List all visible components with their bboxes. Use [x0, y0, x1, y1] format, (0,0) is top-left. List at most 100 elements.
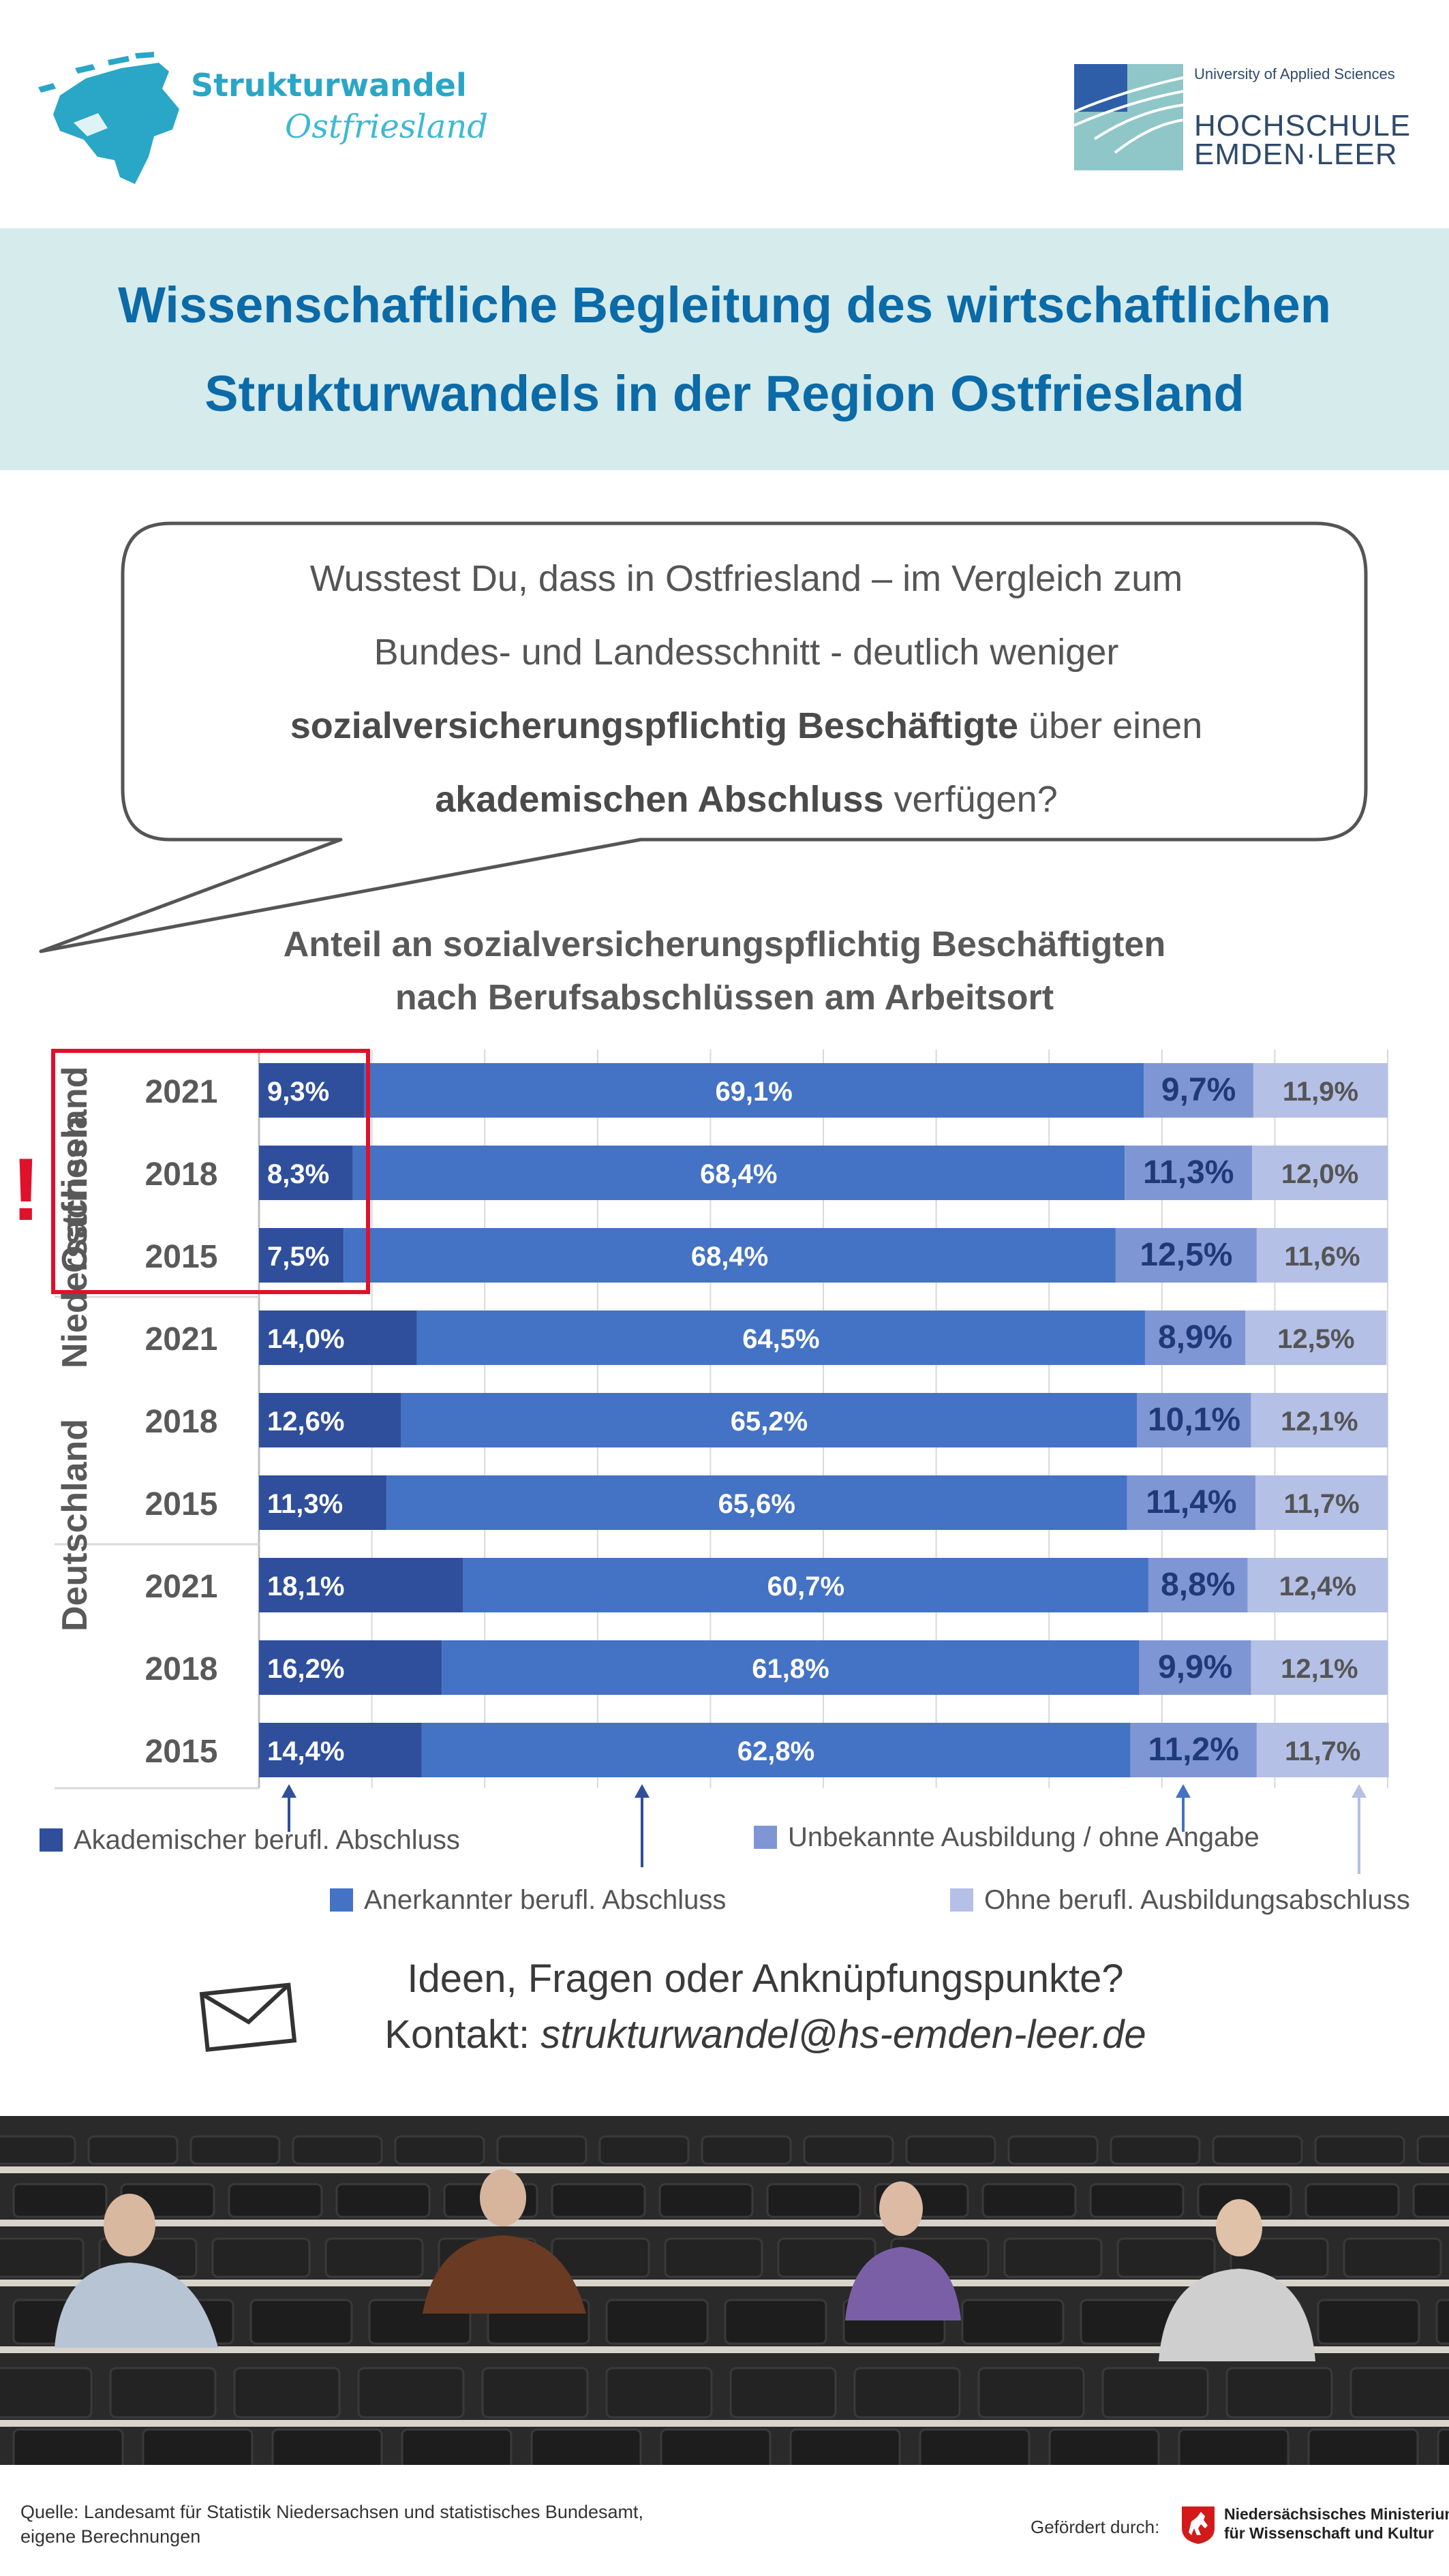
data-label: 12,5%	[1277, 1324, 1354, 1354]
data-label: 62,8%	[737, 1736, 814, 1766]
lecture-hall-illustration	[0, 2116, 1449, 2465]
bubble-line4-bold: akademischen Abschluss	[435, 779, 884, 820]
legend-swatch	[330, 1888, 353, 1912]
bar-segment	[463, 1558, 1148, 1612]
seat-rows	[0, 2135, 1449, 2465]
chart-group-separators	[55, 1295, 259, 1790]
data-label: 12,1%	[1281, 1407, 1358, 1437]
lecture-seat	[530, 2428, 642, 2465]
lecture-seat	[977, 2367, 1085, 2419]
chart-bars: 9,3% 69,1% 9,7% 11,9% 8,3% 68,4% 11,3% 12,0% 7,5…	[259, 1063, 1389, 1777]
bar-segment	[1130, 1723, 1257, 1777]
data-label: 8,3%	[267, 1159, 329, 1189]
lecture-seat	[1314, 2135, 1405, 2165]
desk-edge	[0, 2280, 1449, 2286]
lecture-seat	[701, 2135, 792, 2165]
contact-email-link[interactable]: strukturwandel@hs-emden-leer.de	[540, 2012, 1146, 2057]
lecture-seat	[729, 2367, 837, 2419]
bubble-line1: Wusstest Du, dass in Ostfriesland – im V…	[309, 558, 1183, 599]
lecture-seat	[0, 2237, 85, 2278]
data-label: 61,8%	[752, 1654, 829, 1684]
banner-title-line1: Wissenschaftliche Begleitung des wirtsch…	[118, 277, 1331, 333]
lecture-seat	[1212, 2135, 1303, 2165]
data-label: 7,5%	[267, 1242, 329, 1272]
data-label: 16,2%	[267, 1654, 344, 1684]
data-label: 60,7%	[767, 1571, 844, 1601]
person-3	[845, 2181, 961, 2320]
lecture-seat	[1178, 2428, 1290, 2465]
title-banner: Wissenschaftliche Begleitung des wirtsch…	[0, 228, 1449, 470]
lecture-seat	[0, 2367, 93, 2419]
speech-bubble-shape	[39, 521, 1368, 953]
hochschule-mark-icon	[1074, 64, 1183, 170]
data-label: 9,7%	[1161, 1072, 1236, 1108]
legend-label: Akademischer berufl. Abschluss	[74, 1824, 460, 1855]
chart-title-line2: nach Berufsabschlüssen am Arbeitsort	[395, 978, 1054, 1017]
lecture-seat	[1110, 2135, 1201, 2165]
bubble-line4: akademischen Abschluss verfügen?	[129, 778, 1363, 821]
bar-segment	[1125, 1146, 1253, 1200]
legend-swatch	[754, 1826, 777, 1850]
lecture-seat	[1305, 2183, 1400, 2218]
ministry-line1: Niedersächsisches Ministerium	[1224, 2505, 1449, 2523]
source-note: Quelle: Landesamt für Statistik Niedersa…	[20, 2500, 643, 2549]
banner-title-line2: Strukturwandels in der Region Ostfriesla…	[204, 365, 1245, 422]
lecture-seat	[109, 2367, 217, 2419]
data-label: 65,6%	[718, 1489, 795, 1519]
lecture-seat	[853, 2367, 961, 2419]
data-label: 14,0%	[267, 1324, 344, 1354]
desk-edge	[0, 2420, 1449, 2427]
desk-edge	[0, 2220, 1449, 2226]
lecture-seat	[919, 2428, 1031, 2465]
group-label-niedersachsen: Niedersachsen	[55, 1116, 95, 1368]
data-label: 68,4%	[700, 1159, 777, 1189]
bubble-line3: sozialversicherungspflichtig Beschäftigt…	[129, 705, 1363, 747]
lecture-seat	[335, 2183, 431, 2218]
highlight-exclamation-mark: !	[11, 1139, 40, 1239]
contact-line: Kontakt: strukturwandel@hs-emden-leer.de	[0, 2012, 1449, 2057]
ostfriesland-highlight-box	[51, 1049, 370, 1294]
data-label: 12,4%	[1279, 1571, 1356, 1601]
hochschule-logo: University of Applied Sciences HOCHSCHUL…	[1074, 61, 1415, 177]
category-label: 2021	[145, 1074, 218, 1110]
bar-segment	[259, 1310, 417, 1365]
lecture-seat	[401, 2428, 513, 2465]
category-label: 2018	[145, 1651, 218, 1687]
lecture-seat	[724, 2299, 827, 2345]
bar-segment	[1255, 1475, 1388, 1530]
bar-segment	[1247, 1558, 1388, 1612]
lecture-seat	[87, 2135, 179, 2165]
pointer-arrow-head	[1176, 1784, 1191, 1798]
lecture-seat	[233, 2367, 341, 2419]
data-label: 12,6%	[267, 1407, 344, 1437]
bar-segment	[1115, 1228, 1257, 1283]
bubble-line2: Bundes- und Landesschnitt - deutlich wen…	[373, 632, 1119, 673]
logo-name-line1: HOCHSCHULE	[1194, 109, 1412, 142]
data-label: 69,1%	[715, 1077, 792, 1107]
bar-segment	[259, 1063, 365, 1118]
logo-line2: Ostfriesland	[285, 108, 488, 146]
lecture-seat	[664, 2237, 763, 2278]
lecture-seat	[961, 2299, 1065, 2345]
bar-segment	[1251, 1393, 1388, 1447]
contact-label: Kontakt:	[384, 2012, 541, 2057]
lecture-seat	[1048, 2428, 1160, 2465]
bar-segment	[1245, 1310, 1387, 1365]
legend-item-akademisch: Akademischer berufl. Abschluss	[40, 1824, 460, 1856]
lecture-seat	[0, 2135, 76, 2165]
legend-label: Anerkannter berufl. Abschluss	[364, 1884, 727, 1915]
lecture-seat	[481, 2367, 589, 2419]
bar-segment	[1251, 1640, 1388, 1695]
pointer-arrow-head	[281, 1784, 296, 1798]
legend-swatch	[950, 1888, 973, 1912]
lecture-seat	[1416, 2135, 1449, 2165]
envelope-icon	[199, 1982, 297, 2052]
ministry-line2: für Wissenschaft und Kultur	[1224, 2524, 1434, 2542]
bar-segment	[416, 1310, 1145, 1365]
lecture-seat	[189, 2135, 281, 2165]
data-label: 8,9%	[1158, 1319, 1232, 1355]
chart-title-line1: Anteil an sozialversicherungspflichtig B…	[283, 925, 1166, 964]
data-label: 11,9%	[1283, 1077, 1358, 1107]
strukturwandel-logo: Strukturwandel Ostfriesland	[33, 48, 510, 191]
data-label: 68,4%	[691, 1242, 768, 1272]
